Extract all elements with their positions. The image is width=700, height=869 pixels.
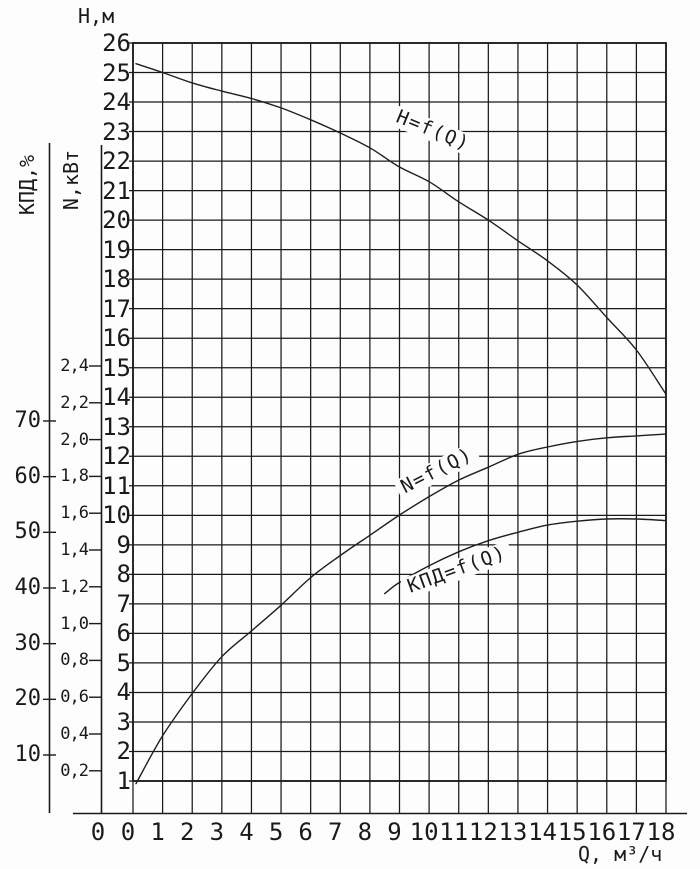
- h-tick-label: 1: [116, 767, 131, 795]
- n-tick-label: 0,2: [60, 760, 89, 781]
- curve-N: [135, 433, 667, 785]
- q-tick-label: 6: [298, 818, 313, 846]
- h-tick-label: 23: [102, 117, 131, 146]
- q-tick-label: 7: [328, 818, 343, 846]
- h-tick-label: 22: [102, 147, 131, 176]
- h-tick-label: 25: [102, 58, 131, 87]
- n-tick-label: 2,0: [60, 429, 89, 450]
- n-tick-label: 1,2: [60, 576, 89, 597]
- q-tick-label: 2: [179, 818, 195, 846]
- h-tick-label: 9: [116, 530, 131, 559]
- h-tick-label: 3: [116, 707, 131, 736]
- n-axis-title: N,кВт: [59, 149, 83, 211]
- h-tick-label: 12: [102, 442, 131, 471]
- curve-H: [135, 62, 667, 395]
- n-tick-label: 1,8: [60, 466, 89, 487]
- h-tick-label: 5: [116, 648, 131, 677]
- n-tick-label: 0,6: [60, 687, 89, 708]
- h-tick-label: 20: [102, 206, 131, 235]
- kpd-tick-label: 10: [14, 742, 42, 767]
- h-axis-title: Н,м: [78, 4, 115, 28]
- h-tick-label: 10: [102, 501, 131, 530]
- h-tick-label: 14: [102, 383, 131, 412]
- q-tick-label: 5: [268, 818, 284, 846]
- q-tick-label: 4: [239, 818, 254, 846]
- q-tick-label: 3: [209, 818, 225, 846]
- h-tick-label: 7: [116, 589, 131, 618]
- n-tick-label: 0,8: [60, 650, 89, 671]
- plot-border: [132, 42, 667, 782]
- q-tick-label: 13: [498, 818, 528, 846]
- h-tick-label: 16: [102, 324, 131, 353]
- n-tick-label: 1,4: [60, 540, 89, 560]
- n-tick-label: 0,4: [60, 724, 89, 744]
- q-tick-label: 16: [587, 818, 617, 846]
- h-tick-label: 21: [102, 176, 131, 205]
- q-tick-label: 17: [616, 818, 646, 846]
- q-axis-title: Q, м³/ч: [578, 842, 663, 866]
- origin-zero-label: 0: [90, 818, 106, 846]
- n-tick-label: 2,2: [60, 392, 89, 413]
- kpd-tick-label: 50: [14, 519, 42, 545]
- h-tick-label: 2: [116, 737, 131, 766]
- kpd-tick-label: 60: [14, 463, 42, 489]
- kpd-tick-label: 20: [14, 686, 42, 712]
- q-tick-label: 12: [468, 818, 498, 846]
- kpd-tick-label: 40: [14, 574, 42, 600]
- h-tick-label: 13: [102, 412, 131, 441]
- q-tick-label: 9: [387, 818, 402, 846]
- q-tick-label: 18: [646, 818, 676, 846]
- kpd-tick-label: 30: [14, 630, 42, 656]
- h-tick-label: 26: [102, 29, 131, 57]
- h-tick-label: 24: [102, 88, 131, 117]
- h-tick-label: 6: [116, 619, 131, 648]
- q-tick-label: 11: [439, 818, 469, 846]
- n-tick-label: 2,4: [60, 356, 89, 376]
- q-tick-label: 10: [409, 818, 439, 846]
- h-tick-label: 17: [102, 294, 131, 323]
- h-tick-label: 4: [116, 678, 131, 707]
- h-tick-label: 8: [116, 560, 131, 589]
- h-tick-label: 18: [102, 265, 131, 294]
- h-tick-label: 15: [102, 353, 131, 382]
- kpd-tick-label: 70: [14, 407, 42, 433]
- n-tick-label: 1,0: [60, 613, 89, 634]
- kpd-axis-title: КПД,%: [15, 154, 39, 216]
- q-tick-label: 0: [120, 818, 136, 846]
- h-tick-label: 11: [102, 471, 131, 500]
- q-tick-label: 14: [528, 818, 557, 846]
- q-tick-label: 8: [357, 818, 373, 846]
- h-tick-label: 19: [102, 235, 131, 264]
- q-tick-label: 1: [150, 818, 165, 846]
- n-tick-label: 1,6: [60, 503, 89, 524]
- q-tick-label: 15: [557, 818, 587, 846]
